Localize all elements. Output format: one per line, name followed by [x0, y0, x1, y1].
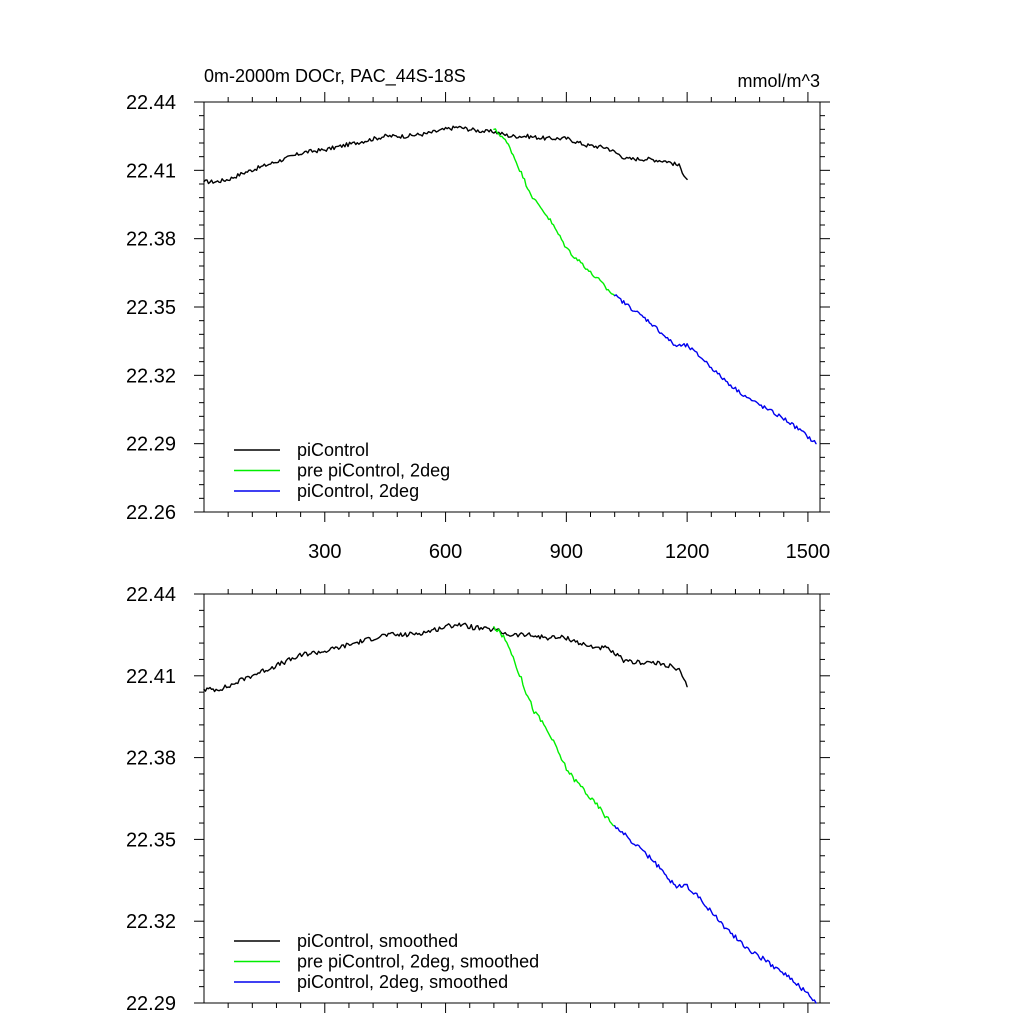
x-tick-label: 1500 [786, 541, 831, 563]
x-tick-label: 300 [308, 541, 341, 563]
y-tick-label: 22.32 [126, 365, 176, 387]
plot-area [203, 125, 817, 445]
x-tick-label: 600 [429, 541, 462, 563]
y-tick-label: 22.32 [126, 911, 176, 933]
y-tick-label: 22.35 [126, 297, 176, 319]
y-tick-label: 22.44 [126, 584, 176, 606]
series-line-picontrol-2deg-smoothed [614, 825, 817, 1004]
series-line-pre-picontrol-2deg-smoothed [493, 626, 616, 827]
series-line-pre-picontrol-2deg [493, 128, 616, 297]
y-tick-label: 22.41 [126, 160, 176, 182]
plot-area [203, 622, 817, 1004]
y-tick-label: 22.29 [126, 434, 176, 456]
legend-label: piControl, 2deg [297, 481, 419, 501]
legend-label: pre piControl, 2deg [297, 461, 450, 481]
panel-bottom: 22.44 22.41 22.38 22.35 22.32 22.29 piControl,… [126, 584, 830, 1015]
series-line-picontrol-2deg [614, 294, 817, 445]
y-tick-label: 22.41 [126, 666, 176, 688]
legend-label: piControl, smoothed [297, 931, 458, 951]
y-tick-label: 22.26 [126, 502, 176, 524]
y-tick-label: 22.38 [126, 748, 176, 770]
x-tick-label: 1200 [665, 541, 710, 563]
x-tick-label: 900 [550, 541, 583, 563]
panel-top: 300 600 900 1200 1500 22.44 22.41 22.38 22.35 22.… [126, 92, 830, 563]
units-label: mmol/m^3 [738, 71, 820, 91]
legend-label: piControl, 2deg, smoothed [297, 972, 508, 992]
series-line-picontrol [203, 125, 688, 185]
y-tick-label: 22.44 [126, 92, 176, 114]
y-tick-label: 22.38 [126, 229, 176, 251]
series-line-picontrol-smoothed [203, 622, 688, 693]
y-tick-label: 22.29 [126, 993, 176, 1015]
y-tick-label: 22.35 [126, 829, 176, 851]
chart-title: 0m-2000m DOCr, PAC_44S-18S [204, 66, 466, 87]
legend-label: piControl [297, 440, 369, 460]
legend-label: pre piControl, 2deg, smoothed [297, 952, 539, 972]
plot-frame [203, 593, 821, 1004]
